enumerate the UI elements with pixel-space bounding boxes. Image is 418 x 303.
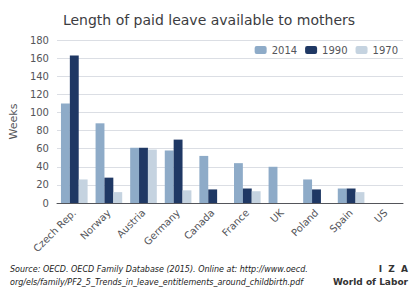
svg-text:US: US (372, 207, 389, 224)
svg-text:org/els/family/PF2_5_Trends_in: org/els/family/PF2_5_Trends_in_leave_ent… (10, 278, 304, 287)
svg-text:160: 160 (30, 53, 49, 64)
svg-text:140: 140 (30, 71, 49, 82)
svg-text:Poland: Poland (289, 207, 320, 238)
svg-text:40: 40 (36, 161, 49, 172)
svg-text:Czech Rep.: Czech Rep. (31, 207, 78, 254)
svg-text:60: 60 (36, 143, 49, 154)
svg-text:Weeks: Weeks (7, 103, 20, 139)
svg-text:2014: 2014 (272, 45, 297, 56)
svg-text:120: 120 (30, 89, 49, 100)
svg-text:20: 20 (36, 179, 49, 190)
svg-text:Canada: Canada (182, 207, 217, 242)
svg-text:Germany: Germany (142, 207, 182, 247)
svg-text:UK: UK (268, 207, 286, 225)
svg-text:World of Labor: World of Labor (333, 277, 409, 287)
svg-text:Austria: Austria (115, 207, 148, 240)
svg-text:Source: OECD. OECD Family Data: Source: OECD. OECD Family Database (2015… (10, 265, 308, 274)
svg-text:1970: 1970 (373, 45, 398, 56)
svg-text:Norway: Norway (78, 207, 113, 242)
svg-text:1990: 1990 (322, 45, 347, 56)
svg-text:0: 0 (43, 198, 49, 209)
svg-text:80: 80 (36, 125, 49, 136)
svg-text:Spain: Spain (327, 207, 355, 235)
svg-text:I Z A: I Z A (379, 264, 408, 274)
svg-text:France: France (220, 207, 251, 238)
svg-text:180: 180 (30, 35, 49, 46)
svg-text:100: 100 (30, 107, 49, 118)
svg-text:Length of paid leave available: Length of paid leave available to mother… (63, 12, 355, 28)
